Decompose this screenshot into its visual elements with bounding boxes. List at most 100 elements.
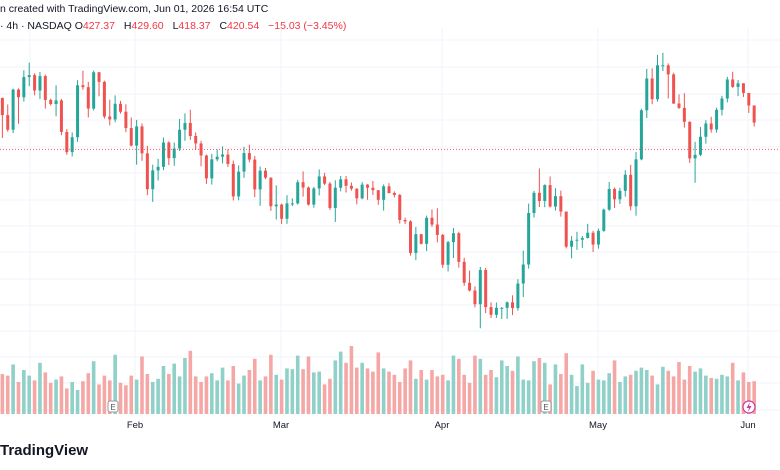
candle (258, 166, 262, 206)
candle (65, 129, 69, 155)
volume-bar (11, 364, 15, 414)
candle (752, 105, 756, 127)
candle (494, 302, 498, 318)
candle (11, 88, 15, 134)
candle-body (666, 65, 670, 75)
candle (306, 186, 310, 206)
candle (92, 70, 96, 111)
volume-bar (687, 366, 692, 414)
candle-body (618, 190, 622, 200)
candle (709, 116, 713, 133)
candle-body (306, 187, 310, 205)
volume-bar (542, 362, 547, 414)
candle-body (403, 219, 407, 222)
candle-body (97, 72, 101, 82)
candle-body (709, 123, 713, 130)
volume-bar (215, 380, 219, 414)
candle (290, 198, 294, 207)
candle-body (6, 115, 10, 130)
volume-bar (27, 375, 32, 414)
candle-body (484, 270, 488, 308)
candle-body (210, 159, 214, 179)
candle (49, 98, 53, 106)
volume-bar (462, 374, 466, 414)
candle (349, 182, 353, 191)
candle (419, 233, 423, 245)
volume-bar (747, 382, 751, 414)
candle-body (462, 261, 466, 283)
volume-bar (725, 376, 730, 414)
volume-bar (403, 368, 407, 414)
candle-body (296, 182, 300, 204)
volume-bar (210, 373, 214, 414)
candle-body (65, 131, 69, 153)
candle (135, 119, 139, 165)
candle (682, 93, 686, 128)
time-axis-label: Apr (435, 420, 450, 431)
candle-body (688, 121, 692, 159)
volume-bar (602, 380, 606, 414)
volume-bar (628, 374, 633, 414)
candle (204, 154, 208, 184)
change-value: −15.03 (−3.45%) (268, 20, 347, 32)
candle-body (86, 87, 90, 109)
candle-body (172, 148, 176, 159)
candle (435, 208, 439, 243)
volume-bar (279, 379, 284, 414)
tradingview-logo[interactable]: TradingView (0, 442, 88, 459)
volume-bar (312, 372, 316, 414)
volume-bar (252, 358, 257, 414)
volume-bar (220, 367, 225, 414)
candle-body (559, 196, 563, 212)
candle (484, 267, 488, 314)
candle-body (328, 183, 332, 208)
candle (656, 54, 660, 102)
candle (704, 120, 708, 144)
candle-body (204, 155, 208, 179)
candle-body (178, 129, 182, 149)
candle-body (0, 97, 4, 116)
candle-body (49, 99, 53, 105)
candle (81, 70, 85, 90)
candle-body (237, 171, 241, 197)
candle (736, 79, 740, 97)
candle-body (494, 307, 498, 315)
candle-body (656, 65, 660, 100)
volume-bar (199, 382, 203, 414)
candle-body (124, 111, 128, 129)
candle (43, 74, 47, 109)
volume-bar (258, 380, 262, 414)
candle (425, 215, 429, 252)
volume-bar (516, 356, 520, 414)
ohlc-legend: · 4h · NASDAQ O427.37 H429.60 L418.37 C4… (0, 20, 352, 34)
candle-body (161, 142, 165, 167)
earnings-badge: E (107, 400, 119, 413)
volume-bar (596, 379, 601, 414)
candle (38, 72, 42, 99)
candle (264, 168, 267, 180)
volume-bar (548, 384, 552, 414)
volume-bar (349, 346, 354, 414)
volume-bar (521, 379, 526, 414)
candle (140, 123, 144, 161)
candle-body (532, 192, 536, 214)
time-axis-labels: Feb Mar Apr May Jun (127, 420, 756, 431)
candle-body (22, 77, 26, 98)
volume-bar (704, 375, 708, 414)
candle (6, 104, 10, 132)
candle (570, 236, 574, 259)
candle-body (76, 85, 80, 138)
volume-bar (387, 371, 391, 414)
volume-bar (75, 390, 80, 414)
candle-body (747, 92, 751, 106)
volume-bar (301, 369, 305, 414)
volume-bar (295, 355, 300, 414)
volume-bar (650, 375, 654, 414)
candle (462, 257, 466, 286)
candle (403, 217, 407, 225)
candle-body (457, 233, 461, 262)
candle-body (478, 270, 482, 305)
candle-body (543, 185, 547, 201)
candle-body (33, 75, 37, 91)
